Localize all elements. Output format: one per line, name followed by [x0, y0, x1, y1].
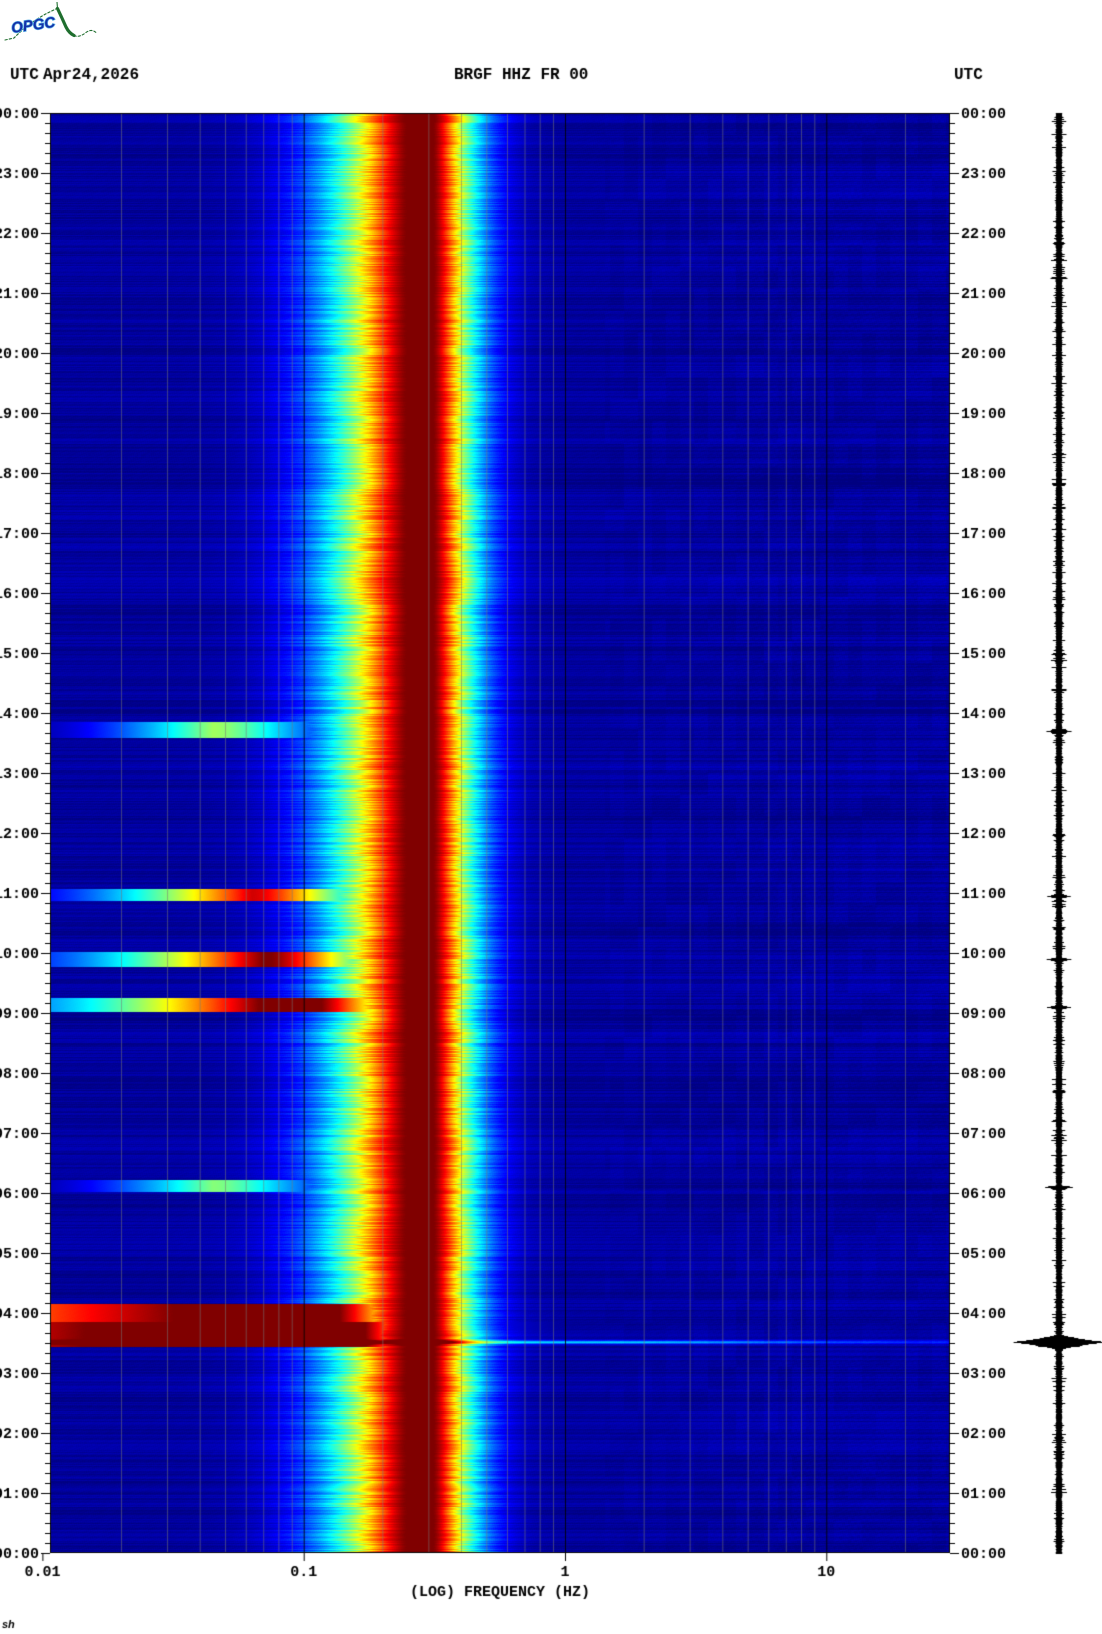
svg-text:OPGC: OPGC: [10, 14, 57, 37]
